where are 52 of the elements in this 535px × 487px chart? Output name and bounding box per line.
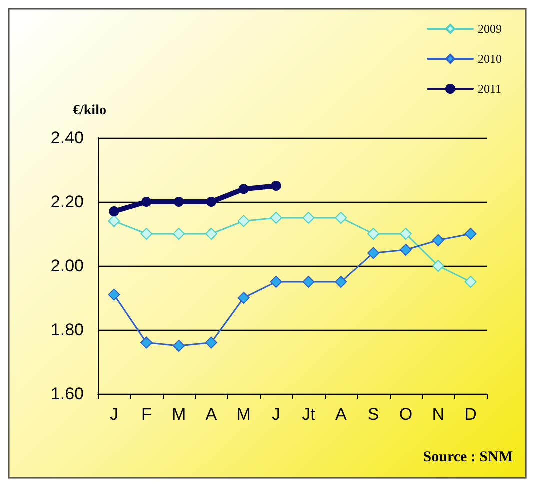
point [464, 276, 477, 288]
point [108, 215, 120, 228]
point [142, 197, 152, 207]
point [238, 215, 250, 228]
point [368, 228, 380, 240]
x-tick-label: M [236, 405, 251, 424]
x-tick-label: O [399, 405, 413, 424]
y-tick-label: 2.00 [50, 256, 84, 276]
point [173, 340, 186, 352]
y-axis-title: €/kilo [73, 104, 106, 118]
legend-label: 2010 [478, 52, 502, 66]
source-note: Source : SNM [423, 450, 514, 466]
legend-label: 2009 [478, 22, 502, 36]
point [140, 336, 153, 349]
point [205, 336, 218, 349]
point [270, 276, 282, 288]
point [271, 181, 282, 191]
point [109, 206, 120, 217]
point [140, 228, 153, 240]
x-tick-label: M [172, 405, 186, 424]
legend-label: 2011 [478, 82, 502, 96]
x-tick-label: S [368, 405, 380, 424]
point [335, 276, 348, 288]
point [400, 228, 412, 240]
y-tick-label: 1.60 [50, 384, 84, 404]
point [302, 212, 315, 224]
point [174, 197, 184, 207]
point [108, 288, 120, 301]
point [335, 212, 348, 224]
point [464, 228, 477, 240]
point [206, 197, 216, 207]
x-tick-label: J [110, 405, 118, 424]
point [173, 228, 186, 240]
x-tick-label: J [272, 405, 281, 424]
x-tick-label: D [464, 405, 477, 424]
y-tick-label: 1.80 [50, 320, 84, 340]
point [238, 292, 250, 304]
point [205, 228, 218, 240]
x-tick-label: F [141, 405, 152, 424]
point [238, 184, 249, 194]
point [432, 260, 444, 272]
point [432, 234, 444, 246]
x-tick-label: Jt [302, 405, 316, 424]
y-tick-label: 2.20 [50, 192, 84, 212]
x-tick-label: A [206, 405, 218, 424]
y-tick-label: 2.40 [50, 128, 84, 148]
x-tick-label: N [432, 405, 445, 424]
point [302, 276, 315, 288]
point [270, 212, 282, 224]
point [400, 244, 412, 256]
point [368, 247, 380, 260]
x-tick-label: A [335, 405, 348, 424]
